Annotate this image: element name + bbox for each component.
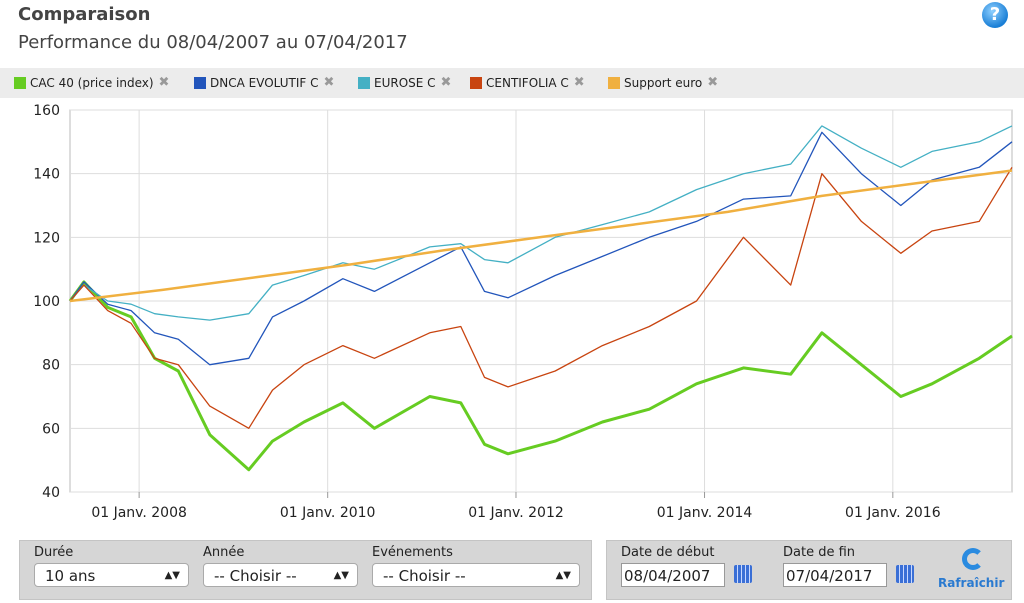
legend-swatch (470, 76, 482, 89)
x-tick-label: 01 Janv. 2014 (657, 505, 753, 521)
series-line (69, 169, 1013, 303)
select-arrow-icon: ▲▼ (555, 570, 571, 581)
y-tick-label: 120 (33, 230, 60, 246)
duree-select[interactable]: 10 ans ▲▼ (34, 563, 189, 587)
calendar-icon[interactable] (896, 565, 914, 583)
y-tick-label: 100 (33, 294, 60, 310)
remove-series-icon[interactable]: ✖ (158, 75, 170, 90)
x-tick-label: 01 Janv. 2016 (845, 505, 941, 521)
remove-series-icon[interactable]: ✖ (323, 75, 335, 90)
performance-chart: 40 60 80 100 120 140 160 01 Janv. 2008 01 Janv. … (33, 103, 1013, 521)
date-panel: Date de début 08/04/2007 Date de fin 07/… (606, 540, 1012, 600)
legend-swatch (358, 76, 370, 89)
legend-label: Support euro (624, 75, 703, 90)
evenements-label: Evénements (372, 545, 453, 560)
refresh-icon[interactable] (962, 548, 984, 570)
legend-item-support-euro[interactable]: Support euro ✖ (608, 75, 718, 90)
chart-legend: CAC 40 (price index) ✖ DNCA EVOLUTIF C ✖… (0, 68, 1024, 98)
date-debut-label: Date de début (621, 545, 715, 560)
date-debut-input[interactable]: 08/04/2007 (621, 563, 725, 587)
series-line (69, 131, 1013, 366)
date-fin-label: Date de fin (783, 545, 856, 560)
y-tick-label: 80 (42, 358, 60, 374)
legend-swatch (14, 76, 26, 89)
legend-swatch (194, 76, 206, 89)
legend-item-eurose[interactable]: EUROSE C ✖ (358, 75, 451, 90)
refresh-button[interactable]: Rafraîchir (938, 576, 1005, 590)
annee-label: Année (203, 545, 245, 560)
filter-panel: Durée 10 ans ▲▼ Année -- Choisir -- ▲▼ E… (19, 540, 592, 600)
y-tick-label: 40 (42, 485, 60, 501)
y-tick-label: 140 (33, 167, 60, 183)
remove-series-icon[interactable]: ✖ (707, 75, 719, 90)
legend-item-centifolia[interactable]: CENTIFOLIA C ✖ (470, 75, 585, 90)
page-subtitle: Performance du 08/04/2007 au 07/04/2017 (18, 32, 408, 53)
help-icon[interactable]: ? (982, 2, 1008, 28)
remove-series-icon[interactable]: ✖ (573, 75, 585, 90)
legend-label: EUROSE C (374, 75, 436, 90)
date-fin-input[interactable]: 07/04/2017 (783, 563, 887, 587)
calendar-icon[interactable] (734, 565, 752, 583)
legend-item-dnca[interactable]: DNCA EVOLUTIF C ✖ (194, 75, 334, 90)
series-line (69, 166, 1013, 429)
select-arrow-icon: ▲▼ (164, 570, 180, 581)
page-title: Comparaison (18, 4, 151, 25)
annee-value: -- Choisir -- (214, 567, 297, 585)
duree-label: Durée (34, 545, 74, 560)
y-tick-label: 160 (33, 103, 60, 119)
x-tick-label: 01 Janv. 2012 (468, 505, 564, 521)
annee-select[interactable]: -- Choisir -- ▲▼ (203, 563, 358, 587)
series-line (69, 125, 1013, 321)
evenements-value: -- Choisir -- (383, 567, 466, 585)
y-tick-label: 60 (42, 421, 60, 437)
legend-item-cac40[interactable]: CAC 40 (price index) ✖ (14, 75, 169, 90)
legend-label: CAC 40 (price index) (30, 75, 154, 90)
x-tick-label: 01 Janv. 2010 (280, 505, 376, 521)
legend-swatch (608, 76, 620, 89)
series-line (68, 280, 1013, 472)
select-arrow-icon: ▲▼ (333, 570, 349, 581)
duree-value: 10 ans (45, 567, 96, 585)
x-tick-label: 01 Janv. 2008 (91, 505, 187, 521)
remove-series-icon[interactable]: ✖ (440, 75, 452, 90)
legend-label: CENTIFOLIA C (486, 75, 569, 90)
legend-label: DNCA EVOLUTIF C (210, 75, 319, 90)
evenements-select[interactable]: -- Choisir -- ▲▼ (372, 563, 580, 587)
